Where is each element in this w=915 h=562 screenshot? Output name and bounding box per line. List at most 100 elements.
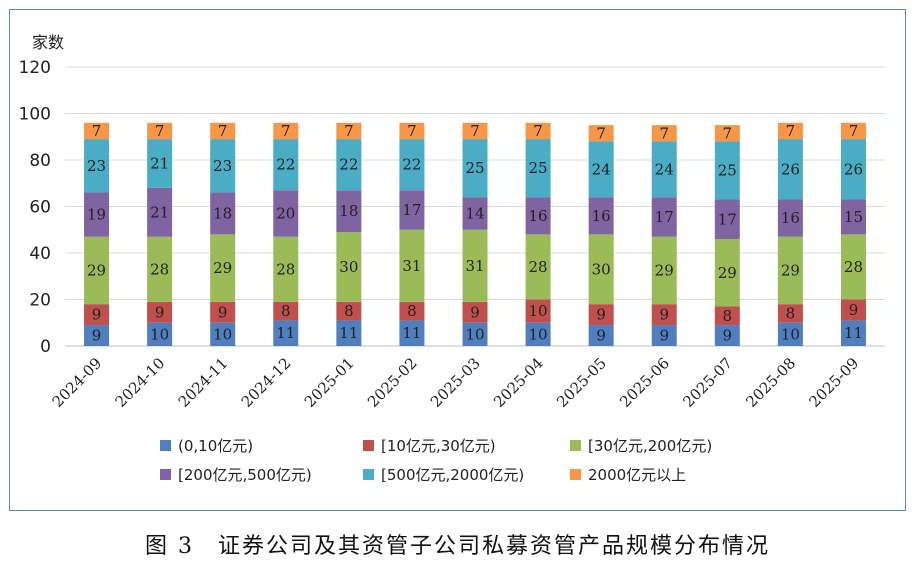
y-tick-label: 120	[19, 58, 51, 78]
bar-segment	[210, 122, 236, 140]
bar-segment	[273, 139, 299, 191]
data-label: 30	[592, 260, 611, 278]
data-label: 20	[276, 204, 295, 222]
data-label: 10	[150, 325, 169, 343]
bar-segment	[588, 197, 614, 235]
legend-swatch	[570, 440, 581, 451]
bar-segment	[399, 229, 425, 302]
bar-segment	[462, 322, 488, 346]
data-label: 10	[465, 325, 484, 343]
data-label: 9	[596, 327, 606, 345]
data-label: 25	[465, 159, 484, 177]
legend-entry: [200亿元,500亿元)	[178, 466, 312, 484]
y-tick-label: 0	[40, 337, 51, 357]
data-label: 21	[150, 203, 169, 221]
bar-segment	[210, 192, 236, 235]
data-label: 8	[407, 302, 417, 320]
data-label: 10	[529, 325, 548, 343]
y-tick-label: 60	[29, 198, 51, 218]
data-label: 16	[592, 207, 611, 225]
bar-segment	[399, 301, 425, 321]
data-label: 18	[339, 202, 358, 220]
bar-segment	[714, 239, 740, 307]
bar-segment	[777, 236, 803, 305]
bar-segment	[336, 190, 362, 233]
y-tick-label: 40	[29, 244, 51, 264]
bar-segment	[84, 139, 110, 193]
bar-segment	[147, 322, 173, 346]
bar-segment	[651, 141, 677, 198]
bar-segment	[147, 139, 173, 188]
x-tick-label: 2025-03	[427, 354, 484, 411]
x-tick-label: 2025-06	[616, 354, 673, 411]
data-label: 9	[155, 303, 165, 321]
data-label: 26	[781, 160, 800, 178]
data-label: 26	[844, 160, 863, 178]
bar-segment	[525, 139, 551, 198]
data-label: 28	[276, 260, 295, 278]
data-label: 17	[718, 210, 737, 228]
data-label: 9	[92, 306, 102, 324]
bar-segment	[651, 197, 677, 237]
bar-segment	[840, 299, 866, 321]
bar-segment	[651, 125, 677, 142]
bar-segment	[840, 234, 866, 300]
stacked-bar-chart: 9 9 29 19 23 7 10 9 28 21 21 7 10 9 29 18 23 7 11 8 28 20 22 7 1…	[19, 33, 885, 484]
legend-swatch	[363, 469, 374, 480]
data-label: 28	[150, 260, 169, 278]
bars: 9 9 29 19 23 7 10 9 28 21 21 7 10 9 29 18 23 7 11 8 28 20 22 7 1…	[84, 122, 866, 346]
data-label: 23	[213, 157, 232, 175]
data-label: 17	[655, 208, 674, 226]
bar-segment	[336, 139, 362, 191]
data-label: 29	[213, 259, 232, 277]
legend: (0,10亿元) [10亿元,30亿元) [30亿元,200亿元) [200亿元,50…	[160, 437, 712, 484]
bar-segment	[777, 139, 803, 200]
x-tick-label: 2024-12	[238, 354, 295, 411]
data-label: 7	[92, 122, 102, 140]
x-tick-label: 2025-04	[490, 354, 547, 411]
data-label: 15	[844, 208, 863, 226]
legend-swatch	[160, 469, 171, 480]
bar-segment	[273, 190, 299, 237]
data-label: 7	[786, 122, 796, 140]
data-label: 7	[344, 122, 354, 140]
data-label: 8	[786, 304, 796, 322]
data-label: 9	[596, 306, 606, 324]
data-label: 8	[281, 302, 291, 320]
bar-segment	[462, 197, 488, 230]
data-label: 11	[339, 324, 358, 342]
data-label: 21	[150, 154, 169, 172]
bar-segment	[714, 141, 740, 200]
data-label: 7	[723, 124, 733, 142]
legend-swatch	[570, 469, 581, 480]
bar-segment	[84, 304, 110, 326]
bar-segment	[336, 232, 362, 302]
data-label: 9	[218, 303, 228, 321]
data-label: 7	[849, 122, 859, 140]
data-label: 10	[781, 325, 800, 343]
legend-swatch	[160, 440, 171, 451]
data-label: 28	[529, 258, 548, 276]
bar-segment	[588, 234, 614, 305]
bar-segment	[777, 304, 803, 323]
bar-segment	[651, 325, 677, 346]
figure-caption: 图 3 证券公司及其资管子公司私募资管产品规模分布情况	[145, 534, 770, 559]
bar-segment	[525, 197, 551, 235]
data-label: 7	[155, 122, 165, 140]
bar-segment	[399, 122, 425, 140]
bar-segment	[525, 234, 551, 300]
data-label: 9	[659, 306, 669, 324]
data-label: 9	[849, 301, 859, 319]
data-label: 16	[781, 209, 800, 227]
data-label: 28	[844, 258, 863, 276]
bar-segment	[210, 234, 236, 302]
bar-segment	[84, 122, 110, 140]
data-label: 29	[718, 264, 737, 282]
data-label: 19	[87, 206, 106, 224]
data-label: 9	[92, 327, 102, 345]
data-label: 31	[465, 257, 484, 275]
legend-entry: (0,10亿元)	[178, 437, 253, 455]
bar-segment	[84, 325, 110, 346]
data-label: 7	[281, 122, 291, 140]
legend-entry: [10亿元,30亿元)	[381, 437, 496, 455]
